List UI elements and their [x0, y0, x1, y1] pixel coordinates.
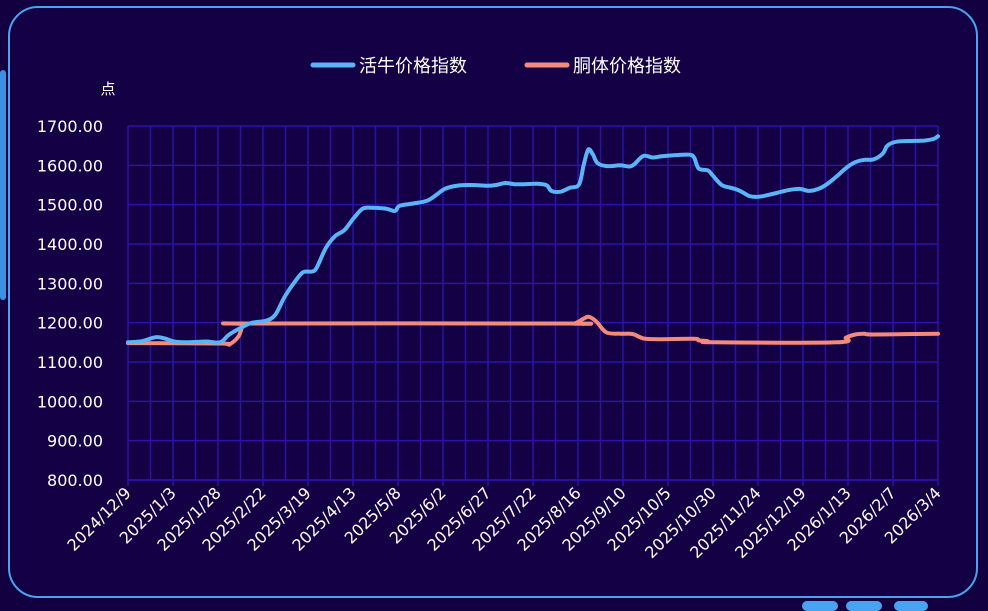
y-tick-label: 1400.00	[37, 235, 103, 254]
y-tick-label: 1100.00	[37, 353, 103, 372]
bottom-tab-decoration-2	[846, 601, 882, 611]
x-axis: 2024/12/92025/1/32025/1/282025/2/222025/…	[63, 479, 945, 562]
legend[interactable]: 活牛价格指数 胴体价格指数	[310, 56, 681, 77]
y-tick-label: 1000.00	[37, 392, 103, 411]
y-tick-label: 1600.00	[37, 156, 103, 175]
y-tick-label: 800.00	[47, 471, 103, 490]
y-tick-label: 1200.00	[37, 314, 103, 333]
y-tick-label: 1500.00	[37, 196, 103, 215]
chart-frame	[8, 6, 978, 598]
series-line	[126, 314, 940, 347]
side-tab-decoration	[0, 70, 6, 300]
bottom-tab-decoration-1	[802, 601, 838, 611]
y-tick-label: 1700.00	[37, 117, 103, 136]
legend-item[interactable]: 胴体价格指数	[524, 56, 681, 77]
legend-item[interactable]: 活牛价格指数	[310, 56, 467, 77]
y-tick-label: 1300.00	[37, 274, 103, 293]
series-line	[126, 134, 940, 345]
series-lines	[126, 134, 940, 347]
y-axis-label: 点	[100, 80, 115, 98]
y-tick-label: 900.00	[47, 432, 103, 451]
y-axis: 800.00 900.00 1000.00 1100.00 1200.00 1300.00…	[37, 117, 103, 490]
legend-label: 胴体价格指数	[573, 56, 681, 77]
grid-lines	[127, 125, 939, 481]
bottom-tab-decoration-3	[894, 601, 928, 611]
legend-label: 活牛价格指数	[359, 56, 467, 77]
